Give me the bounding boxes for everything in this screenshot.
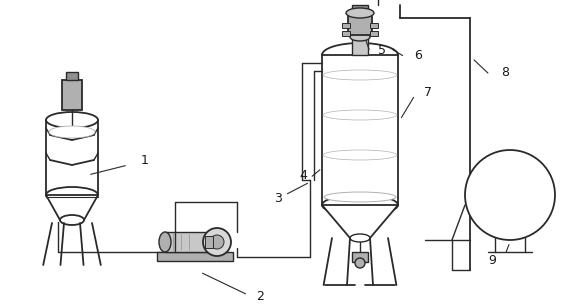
Bar: [322, 55, 398, 205]
Ellipse shape: [46, 112, 98, 128]
Circle shape: [355, 258, 365, 268]
Circle shape: [465, 150, 555, 240]
Ellipse shape: [324, 192, 396, 202]
Ellipse shape: [323, 150, 397, 160]
Text: 8: 8: [501, 65, 509, 79]
Bar: [352, 5, 368, 15]
Circle shape: [203, 228, 231, 256]
Polygon shape: [322, 205, 398, 238]
Bar: [62, 80, 82, 110]
Bar: [66, 72, 78, 80]
Text: 9: 9: [488, 253, 496, 267]
Bar: [370, 31, 378, 36]
Bar: [342, 31, 350, 36]
Ellipse shape: [323, 110, 397, 120]
Bar: [348, 13, 372, 35]
Text: 7: 7: [424, 85, 432, 99]
Bar: [342, 23, 350, 28]
Bar: [205, 236, 213, 248]
Ellipse shape: [46, 187, 98, 203]
Bar: [352, 37, 368, 55]
Ellipse shape: [60, 215, 84, 225]
Text: 2: 2: [256, 290, 264, 304]
Circle shape: [210, 235, 224, 249]
Text: 3: 3: [274, 192, 282, 204]
Ellipse shape: [350, 33, 370, 41]
Bar: [157, 252, 233, 261]
Text: 4: 4: [299, 169, 307, 181]
Bar: [46, 120, 98, 195]
Ellipse shape: [346, 8, 374, 18]
Text: 5: 5: [378, 43, 386, 57]
Text: 1: 1: [141, 154, 149, 166]
Ellipse shape: [49, 126, 95, 138]
Bar: [165, 232, 207, 252]
Ellipse shape: [159, 232, 171, 252]
Ellipse shape: [323, 70, 397, 80]
Polygon shape: [46, 195, 98, 220]
Bar: [352, 252, 368, 262]
Bar: [370, 23, 378, 28]
Text: 6: 6: [414, 48, 422, 62]
Ellipse shape: [350, 234, 370, 242]
Ellipse shape: [322, 43, 398, 67]
Ellipse shape: [322, 195, 398, 215]
